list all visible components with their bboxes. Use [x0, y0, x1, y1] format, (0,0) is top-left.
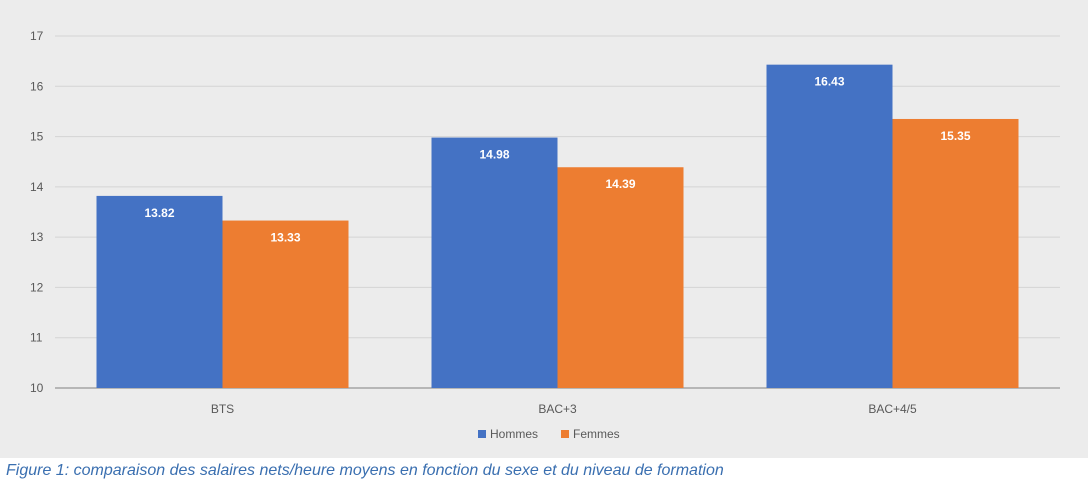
y-tick-label: 15 [30, 130, 44, 144]
y-tick-label: 17 [30, 29, 44, 43]
bar-hommes-bac3 [431, 137, 558, 388]
bar-hommes-bac45 [766, 64, 893, 389]
y-tick-label: 14 [30, 180, 44, 194]
bar-femmes-bac45 [892, 118, 1019, 388]
x-category-label: BTS [211, 402, 234, 416]
figure-caption: Figure 1: comparaison des salaires nets/… [6, 462, 724, 479]
x-category-label: BAC+4/5 [868, 402, 917, 416]
legend-label-hommes: Hommes [490, 427, 538, 441]
y-tick-label: 11 [30, 331, 43, 345]
data-label: 13.82 [144, 206, 174, 220]
legend-swatch-hommes [478, 430, 486, 438]
data-label: 14.39 [605, 177, 635, 191]
data-label: 13.33 [270, 231, 300, 245]
chart-area: 10 11 12 13 14 15 16 17 13.82 13.33 BTS 14.98 14.39 B… [0, 0, 1088, 458]
legend-label-femmes: Femmes [573, 427, 620, 441]
data-label: 15.35 [940, 129, 970, 143]
bar-femmes-bts [222, 220, 349, 388]
y-tick-label: 12 [30, 280, 44, 294]
x-category-label: BAC+3 [538, 402, 577, 416]
data-label: 14.98 [479, 148, 509, 162]
legend-swatch-femmes [561, 430, 569, 438]
y-tick-label: 16 [30, 79, 44, 93]
y-tick-label: 10 [30, 381, 44, 395]
bar-femmes-bac3 [557, 167, 684, 388]
bar-hommes-bts [96, 195, 223, 388]
bar-chart: 10 11 12 13 14 15 16 17 13.82 13.33 BTS 14.98 14.39 B… [30, 29, 1060, 441]
data-label: 16.43 [814, 75, 844, 89]
y-tick-label: 13 [30, 230, 44, 244]
